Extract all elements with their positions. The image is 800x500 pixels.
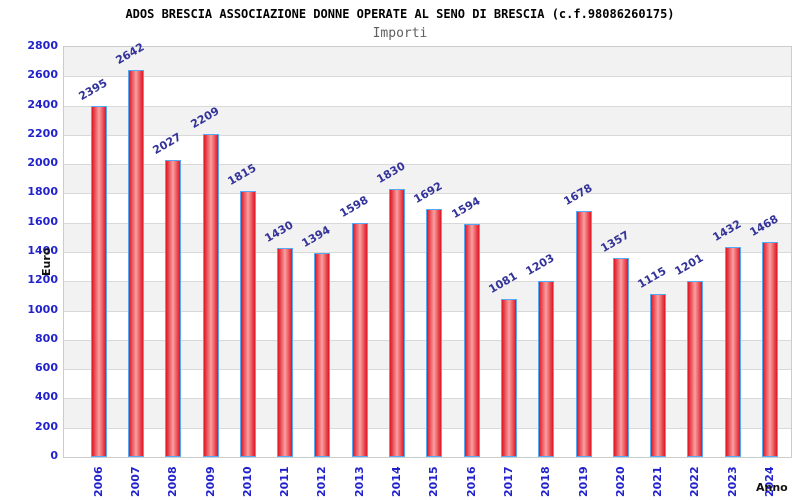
y-tick-label: 2800 bbox=[27, 39, 58, 52]
x-tick-label-2019: 2019 bbox=[576, 466, 590, 497]
bar-2017 bbox=[500, 298, 517, 457]
chart-subtitle: Importi bbox=[372, 26, 428, 41]
bar-2019 bbox=[575, 211, 592, 457]
gridline bbox=[64, 193, 791, 195]
gridline bbox=[64, 76, 791, 78]
y-tick-label: 600 bbox=[35, 361, 58, 375]
x-tick-label-2016: 2016 bbox=[464, 466, 478, 497]
y-tick-label: 0 bbox=[50, 449, 58, 462]
bar-2012 bbox=[314, 252, 331, 457]
bar-2021 bbox=[650, 293, 667, 457]
bar-2024 bbox=[762, 242, 778, 457]
y-tick-label: 2400 bbox=[27, 97, 58, 111]
y-tick-label: 1400 bbox=[27, 244, 58, 257]
plot-band bbox=[64, 134, 791, 165]
bar-2022 bbox=[687, 281, 704, 457]
y-tick-label: 400 bbox=[35, 390, 58, 404]
x-tick-label-2014: 2014 bbox=[390, 466, 403, 497]
bar-2010 bbox=[239, 191, 256, 457]
x-tick-label-2007: 2007 bbox=[128, 466, 142, 497]
y-tick-label: 2600 bbox=[27, 68, 58, 82]
x-tick-label-2020: 2020 bbox=[613, 466, 627, 497]
bar-2014 bbox=[389, 189, 405, 457]
bar-2018 bbox=[538, 280, 555, 457]
x-tick-label-2010: 2010 bbox=[240, 466, 254, 497]
plot-band bbox=[64, 105, 791, 135]
y-tick-label: 1800 bbox=[27, 185, 58, 199]
bar-2015 bbox=[426, 209, 443, 457]
x-tick-label-2021: 2021 bbox=[651, 466, 665, 497]
gridline bbox=[64, 164, 791, 166]
y-tick-label: 1600 bbox=[27, 214, 58, 228]
gridline bbox=[64, 134, 791, 136]
x-axis-title: Anno bbox=[756, 481, 788, 494]
bar-2016 bbox=[463, 223, 480, 457]
bar-2009 bbox=[202, 133, 219, 457]
bar-2011 bbox=[277, 247, 294, 457]
y-tick-label: 2000 bbox=[27, 156, 58, 170]
x-tick-label-2023: 2023 bbox=[725, 466, 739, 497]
y-tick-label: 2200 bbox=[27, 126, 58, 140]
x-tick-label-2022: 2022 bbox=[688, 466, 702, 497]
x-tick-label-2012: 2012 bbox=[315, 466, 329, 497]
x-tick-label-2008: 2008 bbox=[166, 466, 180, 497]
y-axis-title: Euro bbox=[40, 247, 53, 276]
plot-band bbox=[64, 164, 791, 194]
plot-band bbox=[64, 47, 791, 77]
gridline bbox=[64, 105, 791, 107]
y-tick-label: 200 bbox=[35, 419, 58, 433]
x-tick-label-2017: 2017 bbox=[501, 466, 515, 497]
x-tick-label-2018: 2018 bbox=[539, 466, 553, 497]
y-tick-label: 1200 bbox=[27, 273, 58, 287]
bar-2007 bbox=[127, 70, 144, 457]
bar-2013 bbox=[351, 223, 368, 457]
bar-2020 bbox=[612, 258, 629, 457]
x-tick-label-2006: 2006 bbox=[91, 466, 105, 497]
x-tick-label-2009: 2009 bbox=[203, 466, 217, 497]
x-tick-label-2015: 2015 bbox=[427, 466, 441, 497]
x-tick-label-2013: 2013 bbox=[352, 466, 366, 497]
y-tick-label: 1000 bbox=[27, 302, 58, 316]
x-tick-label-2011: 2011 bbox=[278, 466, 292, 497]
chart-title: ADOS BRESCIA ASSOCIAZIONE DONNE OPERATE … bbox=[125, 7, 675, 21]
y-tick-label: 800 bbox=[35, 331, 58, 345]
plot-band bbox=[64, 76, 791, 106]
bar-2006 bbox=[90, 106, 107, 457]
bar-2008 bbox=[165, 160, 182, 457]
plot-area: 2395 2642 2027 2209 1815 1430 1394 1598 1830 1692… bbox=[63, 41, 792, 458]
bar-2023 bbox=[724, 247, 741, 457]
